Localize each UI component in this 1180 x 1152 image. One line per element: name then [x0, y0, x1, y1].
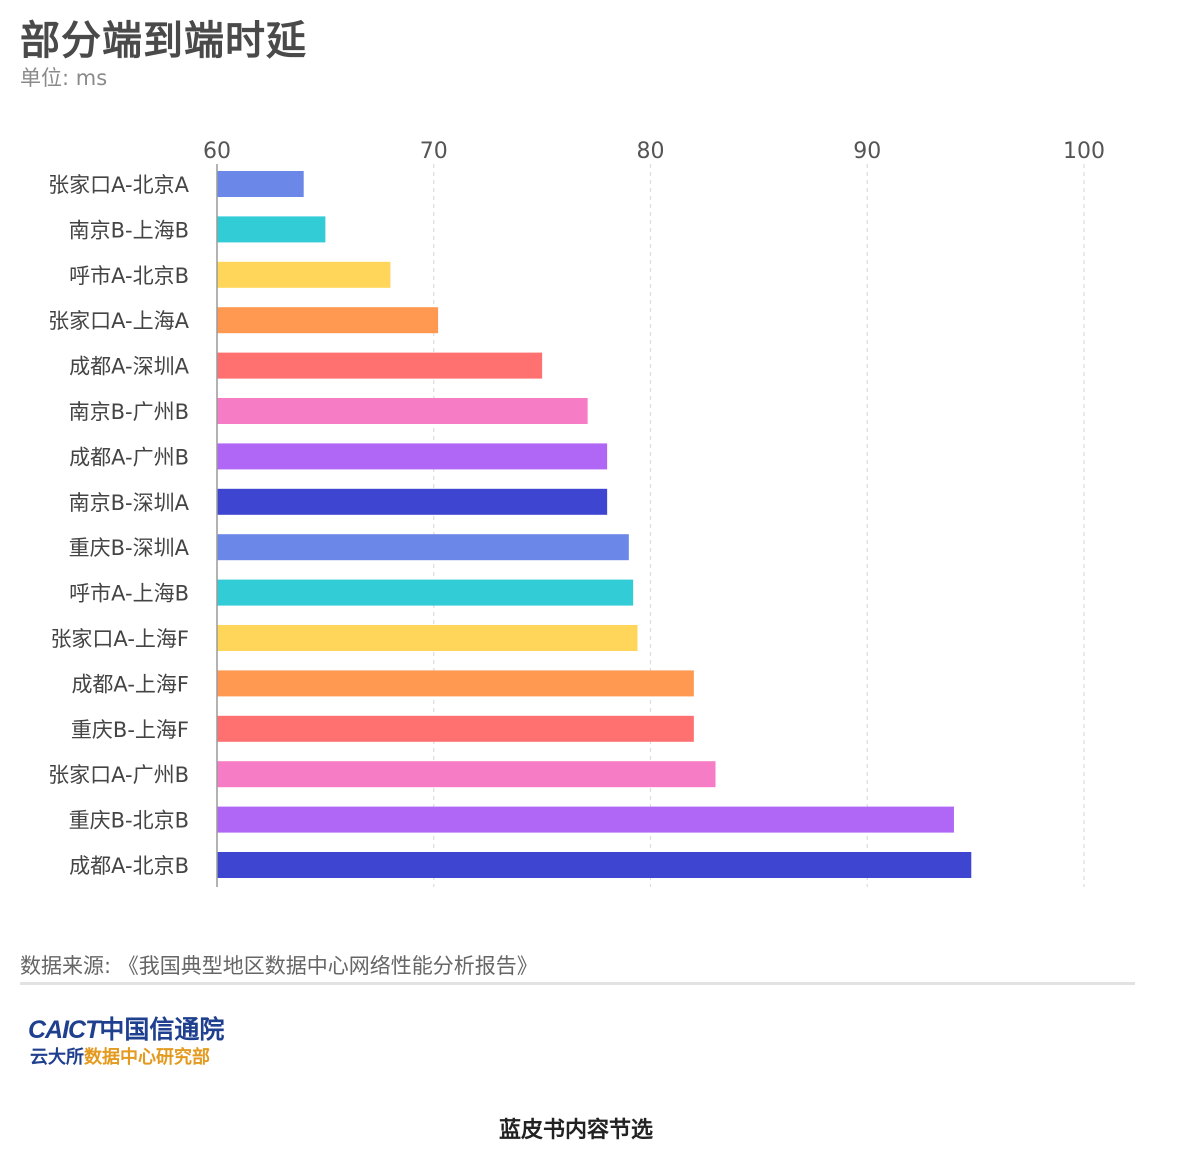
bar	[217, 625, 638, 651]
bar	[217, 307, 439, 334]
category-label: 重庆B-深圳A	[69, 536, 190, 560]
category-label: 南京B-广州B	[69, 400, 189, 424]
logo-caict-text: CAICT	[28, 1016, 100, 1044]
bar	[217, 398, 588, 424]
caict-logo: CAICT中国信通院 云大所数据中心研究部	[28, 1010, 258, 1070]
x-tick-label: 100	[1063, 139, 1105, 164]
bar	[217, 761, 716, 788]
bar	[217, 670, 694, 697]
bar	[217, 579, 634, 606]
logo-org-text: 中国信通院	[99, 1015, 225, 1044]
category-label: 张家口A-上海A	[48, 309, 189, 333]
x-tick-label: 90	[853, 139, 881, 164]
bar	[217, 352, 543, 379]
category-label: 张家口A-上海F	[50, 627, 189, 651]
category-label: 呼市A-上海B	[69, 582, 189, 606]
category-label: 张家口A-广州B	[48, 763, 189, 787]
x-tick-label: 80	[637, 139, 665, 164]
category-label: 成都A-广州B	[69, 445, 189, 469]
x-tick-label: 60	[203, 139, 231, 164]
x-tick-label: 70	[420, 139, 448, 164]
bar	[217, 852, 972, 878]
chart-title: 部分端到端时延	[20, 18, 307, 64]
latency-bar-chart: 60 70 80 90 100 张家口A-北京A 南京B-上海B 呼市A-北京B 张家口A-上海…	[48, 139, 1105, 887]
bar	[217, 534, 629, 561]
category-label: 张家口A-北京A	[48, 173, 189, 197]
bar	[217, 261, 391, 288]
footer-title: 蓝皮书内容节选	[498, 1118, 653, 1143]
category-label: 南京B-上海B	[69, 218, 189, 242]
category-label: 重庆B-北京B	[69, 809, 189, 833]
logo-bottom-line: 云大所数据中心研究部	[30, 1043, 210, 1069]
category-label: 重庆B-上海F	[71, 718, 189, 742]
bar	[217, 806, 954, 833]
bar	[217, 171, 304, 197]
category-label: 呼市A-北京B	[69, 264, 189, 288]
divider	[20, 982, 1135, 985]
bar	[217, 715, 694, 742]
category-label: 成都A-北京B	[69, 854, 189, 878]
bar	[217, 488, 608, 515]
chart-subtitle: 单位: ms	[20, 66, 108, 90]
category-label: 成都A-深圳A	[69, 355, 189, 379]
logo-top-line: CAICT中国信通院	[28, 1010, 224, 1046]
bar	[217, 443, 608, 470]
category-label: 成都A-上海F	[71, 672, 189, 696]
logo-dept-prefix: 云大所	[30, 1047, 84, 1068]
logo-dept-suffix: 数据中心研究部	[84, 1047, 210, 1068]
category-label: 南京B-深圳A	[69, 491, 190, 515]
data-source: 数据来源: 《我国典型地区数据中心网络性能分析报告》	[20, 954, 538, 978]
bar	[217, 216, 326, 243]
